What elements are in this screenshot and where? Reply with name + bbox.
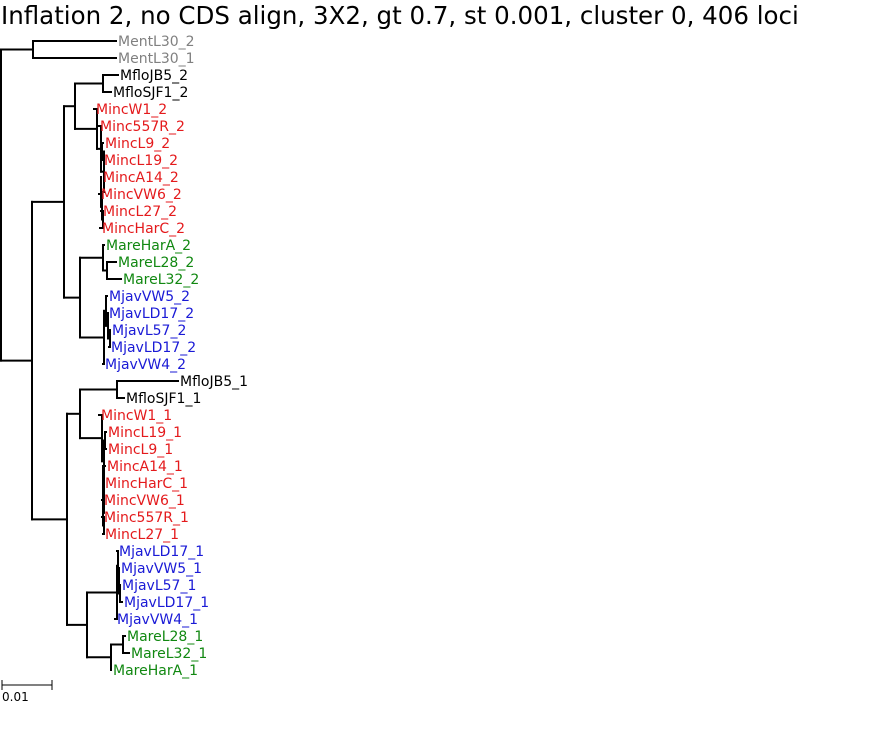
leaf-label: MfloSJF1_2 — [113, 85, 188, 101]
leaf-label: MjavVW4_1 — [117, 612, 198, 628]
tree-title: Inflation 2, no CDS align, 3X2, gt 0.7, … — [1, 1, 799, 30]
leaf-label: Minc557R_1 — [104, 510, 189, 526]
leaf-label: MincL19_1 — [108, 425, 182, 441]
leaf-label: MincL9_1 — [108, 442, 173, 458]
leaf-label: MjavL57_1 — [122, 578, 196, 594]
leaf-label: MincVW6_1 — [104, 493, 185, 509]
leaf-label: MjavVW5_1 — [121, 561, 202, 577]
leaf-label: MjavLD17_2 — [111, 340, 196, 356]
leaf-label: MjavL57_2 — [112, 323, 186, 339]
leaf-label: MincHarC_1 — [105, 476, 188, 492]
leaf-label: MareL32_2 — [123, 272, 199, 288]
leaf-label: MareL28_2 — [118, 255, 194, 271]
leaf-label: MincA14_2 — [103, 170, 179, 186]
scale-bar: 0.01 — [1, 680, 53, 704]
leaf-label: MjavLD17_1 — [119, 544, 204, 560]
leaf-label: MfloSJF1_1 — [126, 391, 201, 407]
leaf-label: MentL30_1 — [118, 51, 195, 67]
leaf-label: MfloJB5_2 — [120, 68, 188, 84]
leaf-label: MincHarC_2 — [102, 221, 185, 237]
leaf-label: MjavVW5_2 — [109, 289, 190, 305]
leaf-label: MfloJB5_1 — [180, 374, 248, 390]
leaf-label: MareHarA_1 — [113, 663, 198, 679]
leaf-label: MareL32_1 — [131, 646, 207, 662]
leaf-label: Minc557R_2 — [100, 119, 185, 135]
leaf-label: MincL19_2 — [104, 153, 178, 169]
leaf-label: MjavLD17_1 — [124, 595, 209, 611]
leaf-label: MincL9_2 — [105, 136, 170, 152]
leaf-label: MincA14_1 — [107, 459, 183, 475]
leaf-label: MincW1_1 — [101, 408, 172, 424]
leaf-label: MincL27_2 — [103, 204, 177, 220]
tree-branches — [0, 40, 179, 671]
leaf-label: MentL30_2 — [118, 34, 195, 50]
leaf-label: MincVW6_2 — [101, 187, 182, 203]
leaf-label: MincW1_2 — [96, 102, 167, 118]
leaf-label: MareL28_1 — [127, 629, 203, 645]
leaf-label: MincL27_1 — [105, 527, 179, 543]
leaf-label: MareHarA_2 — [106, 238, 191, 254]
scale-bar-label: 0.01 — [2, 690, 29, 704]
leaf-label: MjavLD17_2 — [109, 306, 194, 322]
leaf-labels: MentL30_2MentL30_1MfloJB5_2MfloSJF1_2Min… — [96, 34, 248, 679]
leaf-label: MjavVW4_2 — [105, 357, 186, 373]
